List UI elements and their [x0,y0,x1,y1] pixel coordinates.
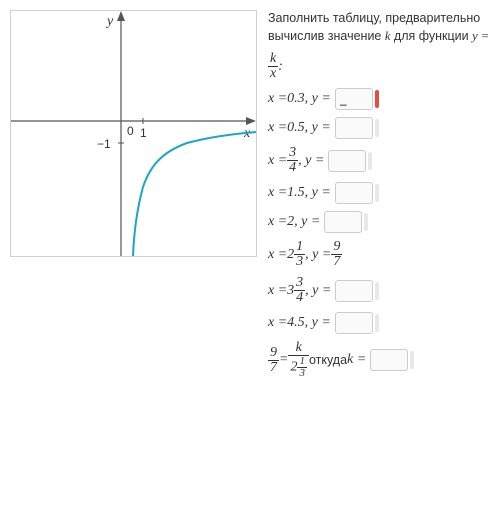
x-prefix: x = [268,91,287,107]
final-row: 97 = k213 откуда k = [268,341,490,379]
y-input[interactable] [324,211,362,233]
y-input[interactable] [335,117,373,139]
x-tick-label: 1 [140,126,147,140]
x-prefix: x = [268,185,287,201]
y-prefix: , y = [305,185,331,201]
y-prefix: , y = [305,315,331,331]
y-answer: 97 [331,240,342,269]
status-tick [368,152,372,170]
x-prefix: x = [268,120,287,136]
x-value: 2 [287,214,294,230]
x-value: 4.5 [287,315,305,331]
x-whole: 3 [287,283,294,299]
equation-row: x = 1.5 , y = [268,182,490,204]
final-rhs-n: k [288,341,309,356]
equation-row: x = 0.3 , y = [268,88,490,110]
y-prefix: , y = [298,153,324,169]
frac-k-d: x [268,67,278,81]
x-prefix: x = [268,315,287,331]
y-prefix: , y = [305,120,331,136]
y-input[interactable] [335,182,373,204]
instr-line2a: вычислив значение [268,29,385,43]
instr-line1: Заполнить таблицу, предварительно [268,11,480,25]
x-prefix: x = [268,283,287,299]
status-tick [375,314,379,332]
equation-row: x = 34 , y = [268,146,490,175]
y-input[interactable] [328,150,366,172]
x-fraction: 13 [294,240,305,269]
final-k: k = [347,352,366,368]
final-rhs-d: 213 [288,356,309,379]
y-input[interactable] [335,312,373,334]
final-text: откуда [309,353,347,367]
x-fraction: 34 [294,276,305,305]
instr-line2b: для функции [390,29,472,43]
instr-eq: y = [472,29,489,43]
y-input[interactable] [335,280,373,302]
x-value: 0.5 [287,120,305,136]
equation-row: x = 4.5 , y = [268,312,490,334]
final-lhs-d: 7 [268,361,279,375]
status-tick [375,119,379,137]
status-tick [364,213,368,231]
y-prefix: , y = [305,247,331,263]
equation-row: x = 0.5 , y = [268,117,490,139]
y-prefix: , y = [305,283,331,299]
y-axis-label: y [105,14,114,29]
instr-fraction: kx: [268,52,490,81]
x-prefix: x = [268,214,287,230]
x-prefix: x = [268,153,287,169]
x-value: 0.3 [287,91,305,107]
x-value: 1.5 [287,185,305,201]
x-prefix: x = [268,247,287,263]
final-eq: = [279,352,288,368]
x-arrow [246,117,256,125]
function-curve [133,132,256,256]
status-tick [375,184,379,202]
instruction-text: Заполнить таблицу, предварительно вычисл… [268,10,490,45]
origin-label: 0 [127,124,134,138]
final-input[interactable] [370,349,408,371]
instr-colon: : [278,59,283,75]
y-prefix: , y = [305,91,331,107]
equation-row: x = 213 , y = 97 [268,240,490,269]
final-lhs-n: 9 [268,346,279,361]
status-tick [410,351,414,369]
y-input[interactable] [335,88,373,110]
equation-row: x = 2 , y = [268,211,490,233]
coordinate-graph: y x 0 1 −1 [10,10,257,257]
frac-k-n: k [268,52,278,67]
x-fraction: 34 [287,146,298,175]
y-arrow [117,11,125,21]
y-prefix: , y = [294,214,320,230]
x-whole: 2 [287,247,294,263]
status-tick [375,282,379,300]
y-tick-label: −1 [97,137,111,151]
equation-row: x = 334 , y = [268,276,490,305]
status-tick [375,90,379,108]
